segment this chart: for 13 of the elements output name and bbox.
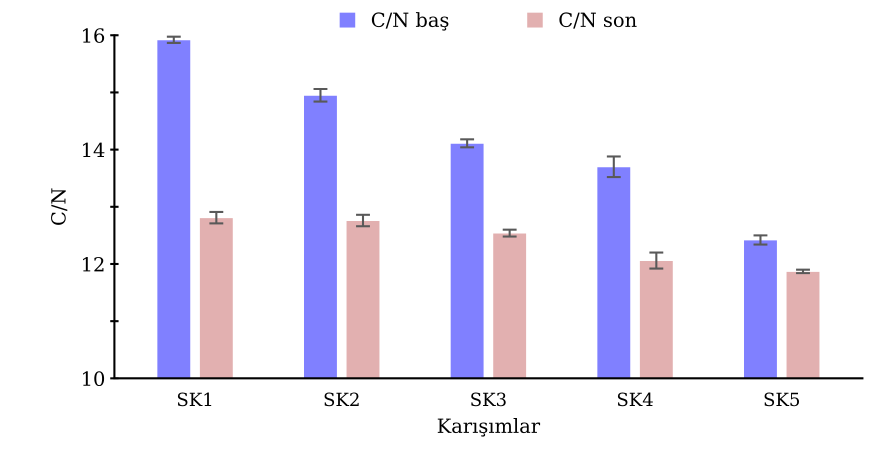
x-tick-label: SK5 [764,392,800,406]
y-tick-label: 10 [83,371,104,386]
legend-label: C/N son [559,12,637,29]
x-tick-label: SK4 [618,392,653,406]
x-axis-title: Karışımlar [438,418,540,437]
x-tick-label: SK2 [324,392,359,406]
x-tick-label: SK3 [471,392,506,406]
y-axis-title: C/N [51,188,68,225]
x-tick-label: SK1 [178,392,212,406]
y-tick-label: 12 [83,256,104,272]
legend-label: C/N baş [372,12,448,31]
y-tick-label: 14 [83,142,104,158]
y-tick-label: 16 [83,28,104,43]
